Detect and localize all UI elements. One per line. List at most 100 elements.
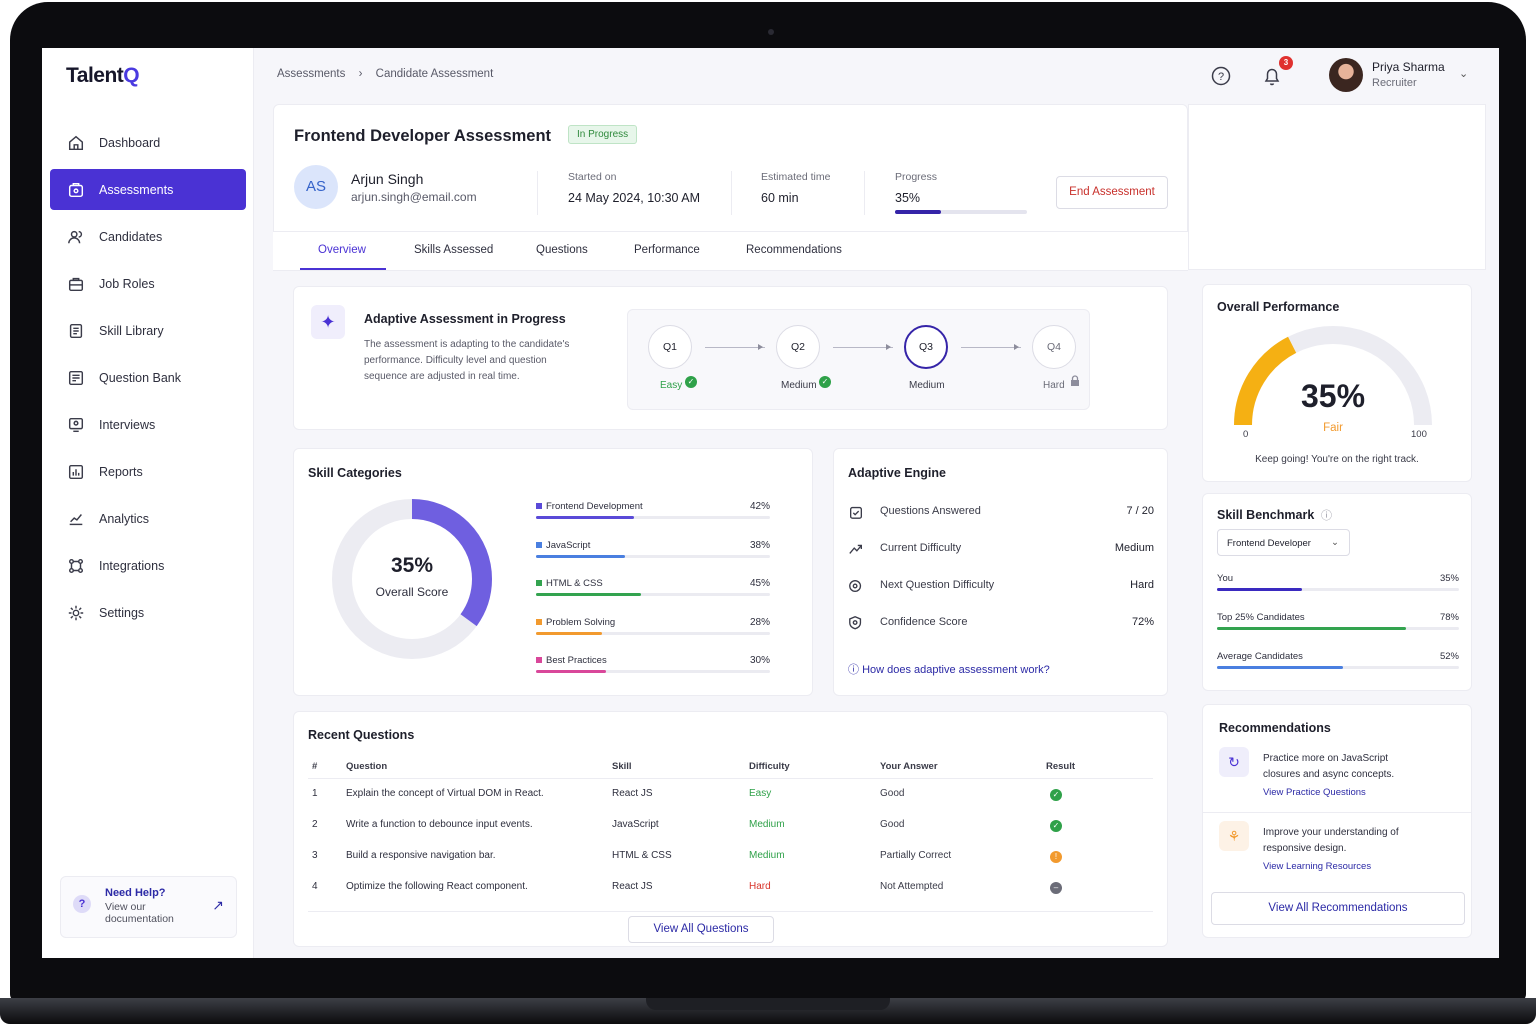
end-assessment-button[interactable]: End Assessment (1056, 176, 1168, 209)
progress-value: 35% (895, 191, 921, 205)
rec-text: Improve your understanding of (1263, 827, 1399, 838)
question-skill: React JS (612, 788, 653, 799)
user-menu[interactable]: Priya Sharma Recruiter ⌄ (1329, 58, 1479, 92)
help-title: Need Help? (105, 887, 166, 899)
home-icon (68, 135, 84, 150)
sidebar-item-dashboard[interactable]: Dashboard (50, 122, 246, 163)
result-partial-icon: ! (1050, 851, 1062, 863)
role-select[interactable]: Frontend Developer ⌄ (1217, 529, 1350, 556)
step-level: Hard (1043, 380, 1065, 391)
sidebar-item-analytics[interactable]: Analytics (50, 498, 246, 539)
breadcrumb-assessments[interactable]: Assessments (277, 68, 346, 80)
skill-name: HTML & CSS (546, 578, 603, 589)
sidebar: TalentQ Dashboard Assessments Candidates Jo… (42, 48, 254, 958)
table-row[interactable]: 3 Build a responsive navigation bar. HTM… (308, 850, 1153, 870)
question-text: Write a function to debounce input event… (346, 819, 533, 830)
legend-swatch (536, 618, 542, 625)
sidebar-item-interviews[interactable]: Interviews (50, 404, 246, 445)
info-icon[interactable]: ⓘ (1321, 510, 1332, 522)
engine-row-value: 72% (1131, 616, 1154, 628)
divider (537, 171, 538, 215)
app-logo[interactable]: TalentQ (66, 64, 140, 88)
column-header[interactable]: Result (1046, 761, 1076, 772)
sidebar-item-settings[interactable]: Settings (50, 592, 246, 633)
gauge-max: 100 (1411, 429, 1427, 440)
view-all-recommendations-button[interactable]: View All Recommendations (1211, 892, 1465, 925)
table-row[interactable]: 1 Explain the concept of Virtual DOM in … (308, 788, 1153, 808)
help-icon[interactable]: ? (1210, 65, 1232, 87)
view-learning-resources-link[interactable]: View Learning Resources (1263, 861, 1372, 872)
tab-performance[interactable]: Performance (634, 244, 700, 256)
external-arrow-icon[interactable]: ↗ (212, 897, 224, 913)
check-icon: ✓ (819, 376, 831, 388)
user-role: Recruiter (1372, 77, 1417, 89)
sidebar-item-reports[interactable]: Reports (50, 451, 246, 492)
overall-score-donut (332, 499, 492, 659)
briefcase-icon (68, 277, 84, 291)
column-header[interactable]: Question (346, 761, 388, 772)
info-icon: ⓘ (848, 664, 859, 676)
question-number: 3 (312, 850, 318, 861)
sidebar-item-question-bank[interactable]: Question Bank (50, 357, 246, 398)
sparkle-icon: ✦ (311, 305, 345, 339)
table-row[interactable]: 4 Optimize the following React component… (308, 881, 1153, 901)
sidebar-item-candidates[interactable]: Candidates (50, 216, 246, 257)
skill-percent: 45% (749, 578, 770, 589)
performance-score: 35% (1300, 378, 1366, 414)
question-text: Optimize the following React component. (346, 881, 528, 892)
banner-title: Adaptive Assessment in Progress (364, 312, 566, 326)
step-level: Easy (660, 380, 683, 391)
divider (1203, 812, 1471, 813)
sidebar-item-skill-library[interactable]: Skill Library (50, 310, 246, 351)
sidebar-item-job-roles[interactable]: Job Roles (50, 263, 246, 304)
sidebar-item-label: Reports (99, 464, 143, 479)
tab-skills-assessed[interactable]: Skills Assessed (414, 244, 494, 256)
skill-name: Best Practices (546, 655, 607, 666)
svg-text:?: ? (1218, 71, 1224, 83)
tab-recommendations[interactable]: Recommendations (746, 244, 842, 256)
gear-icon (68, 605, 84, 620)
users-icon (68, 230, 83, 243)
question-text: Build a responsive navigation bar. (346, 850, 496, 861)
sidebar-item-label: Question Bank (99, 370, 181, 385)
skill-percent: 28% (749, 616, 770, 628)
column-header[interactable]: Difficulty (749, 761, 790, 772)
question-answer: Good (880, 788, 905, 799)
step-q4[interactable]: Q4 (1032, 325, 1076, 369)
sidebar-item-integrations[interactable]: Integrations (50, 545, 246, 586)
sidebar-item-assessments[interactable]: Assessments (50, 169, 246, 210)
target-icon (849, 580, 862, 592)
performance-gauge (1234, 326, 1432, 426)
help-card[interactable]: ? Need Help? View our documentation ↗ (60, 876, 237, 938)
result-skipped-icon: – (1050, 882, 1062, 894)
sidebar-item-label: Skill Library (99, 323, 164, 338)
skill-bar-fill (536, 670, 607, 673)
rec-text-2: responsive design. (1263, 843, 1347, 854)
notification-badge: 3 (1279, 56, 1293, 70)
view-all-questions-button[interactable]: View All Questions (628, 916, 774, 943)
tab-questions[interactable]: Questions (536, 244, 588, 256)
started-value: 24 May 2024, 10:30 AM (568, 191, 701, 205)
logo-accent: Q (123, 64, 140, 87)
divider (864, 171, 865, 215)
step-q3[interactable]: Q3 (904, 325, 948, 369)
column-header[interactable]: # (312, 761, 318, 772)
tab-overview[interactable]: Overview (318, 244, 366, 256)
column-header[interactable]: Your Answer (880, 761, 938, 772)
bell-icon[interactable] (1261, 65, 1283, 87)
question-difficulty: Medium (749, 819, 785, 830)
integration-icon (68, 558, 84, 573)
table-row[interactable]: 2 Write a function to debounce input eve… (308, 819, 1153, 839)
candidate-name: Arjun Singh (351, 171, 424, 187)
banner-desc: The assessment is adapting to the candid… (364, 339, 570, 350)
column-header[interactable]: Skill (612, 761, 632, 772)
started-label: Started on (568, 171, 617, 183)
engine-row-label: Current Difficulty (880, 542, 962, 554)
engine-help-link[interactable]: ⓘ How does adaptive assessment work? (848, 661, 1050, 677)
recent-questions-card: Recent Questions # Question Skill Difficult… (293, 711, 1168, 947)
step-q2[interactable]: Q2 (776, 325, 820, 369)
step-q1[interactable]: Q1 (648, 325, 692, 369)
view-practice-questions-link[interactable]: View Practice Questions (1263, 787, 1366, 798)
engine-row-label: Next Question Difficulty (880, 579, 995, 591)
engine-row-value: 7 / 20 (1126, 505, 1154, 517)
